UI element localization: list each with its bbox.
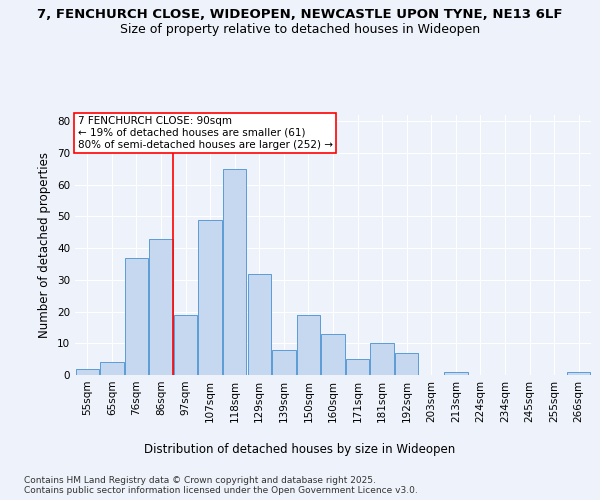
Bar [346, 359, 369, 375]
Text: 7, FENCHURCH CLOSE, WIDEOPEN, NEWCASTLE UPON TYNE, NE13 6LF: 7, FENCHURCH CLOSE, WIDEOPEN, NEWCASTLE … [37, 8, 563, 20]
Text: 7 FENCHURCH CLOSE: 90sqm
← 19% of detached houses are smaller (61)
80% of semi-d: 7 FENCHURCH CLOSE: 90sqm ← 19% of detach… [77, 116, 332, 150]
Bar [76, 368, 99, 375]
Bar [149, 238, 173, 375]
Bar [248, 274, 271, 375]
Bar [322, 334, 344, 375]
Text: Size of property relative to detached houses in Wideopen: Size of property relative to detached ho… [120, 22, 480, 36]
Y-axis label: Number of detached properties: Number of detached properties [38, 152, 52, 338]
Bar [223, 169, 247, 375]
Bar [199, 220, 222, 375]
Bar [100, 362, 124, 375]
Bar [125, 258, 148, 375]
Bar [567, 372, 590, 375]
Bar [370, 344, 394, 375]
Bar [174, 315, 197, 375]
Bar [395, 353, 418, 375]
Bar [297, 315, 320, 375]
Bar [444, 372, 467, 375]
Bar [272, 350, 296, 375]
Text: Distribution of detached houses by size in Wideopen: Distribution of detached houses by size … [145, 442, 455, 456]
Text: Contains HM Land Registry data © Crown copyright and database right 2025.
Contai: Contains HM Land Registry data © Crown c… [24, 476, 418, 495]
